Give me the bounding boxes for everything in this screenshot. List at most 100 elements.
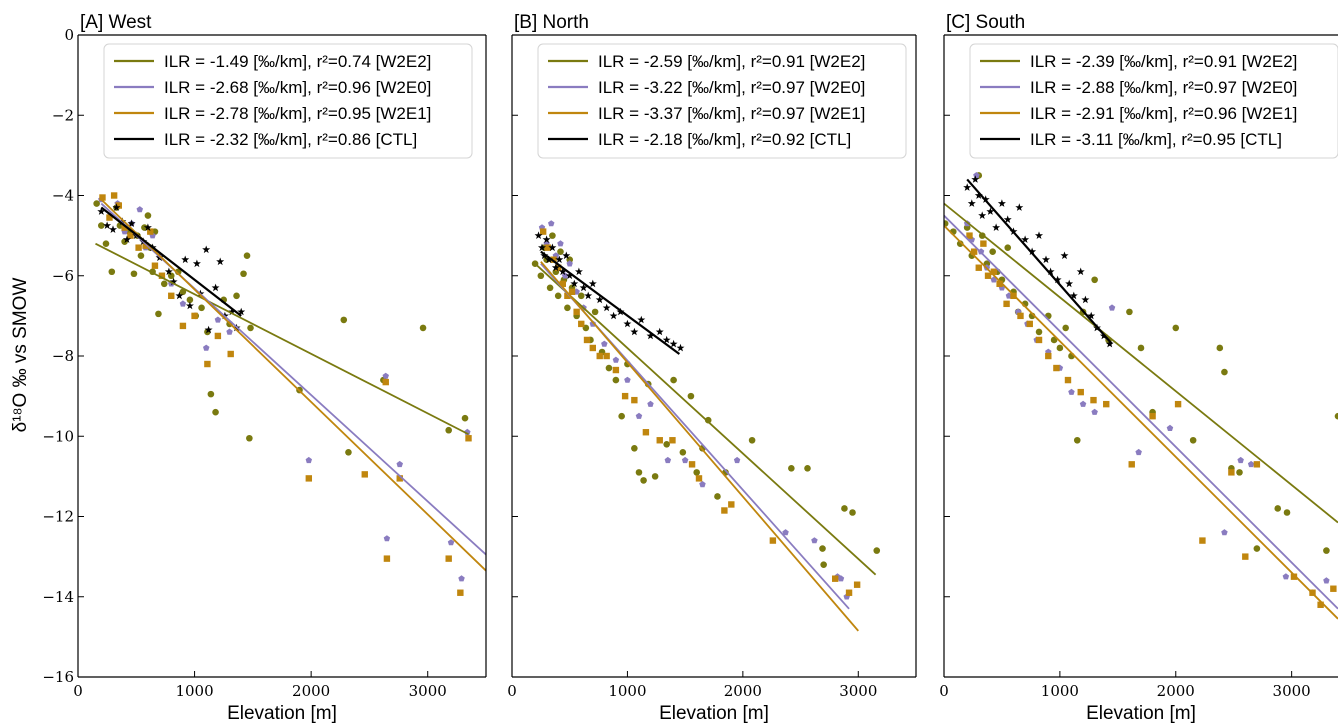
data-point-w2e1 (603, 352, 610, 360)
panel-west: [A] West 0 1000 2000 3000 0 −2 −4 −6 −8 −10 −12 −14 −… (42, 12, 487, 724)
panel-title: [C] South (946, 12, 1025, 33)
data-point-w2e1 (1228, 469, 1235, 476)
legend: ILR = -2.59 [‰/km], r²=0.91 [W2E2] ILR = … (537, 43, 907, 159)
data-point-w2e2 (618, 412, 625, 420)
data-point-w2e1 (383, 555, 391, 562)
panel-south: [C] South 0 1000 2000 3000 Elevation [m] ILR =… (939, 12, 1338, 724)
data-point-w2e1 (564, 292, 571, 300)
data-point-ctl (997, 199, 1006, 207)
data-point-w2e2 (554, 292, 562, 300)
data-point-w2e1 (769, 537, 777, 544)
data-point-w2e1 (110, 192, 118, 199)
data-point-w2e1 (457, 589, 464, 596)
data-point-w2e2 (1189, 436, 1197, 444)
data-point-w2e2 (1274, 505, 1282, 512)
data-point-w2e1 (135, 244, 142, 251)
data-point-w2e1 (396, 475, 403, 482)
data-point-w2e2 (167, 272, 175, 280)
data-point-w2e1 (1128, 461, 1135, 468)
data-point-ctl (1015, 203, 1024, 211)
fit-line-w2e2 (95, 242, 469, 436)
data-point-ctl (584, 291, 593, 300)
data-point-w2e1 (975, 264, 982, 271)
data-point-w2e2 (1236, 469, 1243, 476)
y-tick-label: −4 (52, 187, 74, 205)
data-point-ctl (655, 327, 664, 336)
legend-entry: ILR = -2.78 [‰/km], r²=0.95 [W2E1] (164, 104, 431, 123)
data-point-ctl (967, 199, 976, 207)
data-point-w2e1 (721, 507, 728, 514)
x-axis-label: Elevation [m] (659, 703, 769, 724)
legend: ILR = -1.49 [‰/km], r²=0.74 [W2E2] ILR = … (103, 43, 473, 159)
data-point-w2e0 (1221, 529, 1228, 536)
data-point-w2e1 (382, 378, 389, 386)
data-point-ctl (971, 175, 980, 183)
data-point-w2e2 (419, 324, 427, 332)
data-point-w2e0 (681, 456, 689, 464)
data-point-ctl (175, 291, 184, 300)
data-point-w2e0 (811, 537, 818, 544)
data-point-ctl (1076, 267, 1085, 276)
x-tick-label: 0 (939, 682, 949, 700)
data-point-w2e1 (1053, 364, 1060, 372)
data-point-ctl (595, 295, 604, 304)
panel-north: [B] North 0 1000 2000 3000 Elevation [m] ILR =… (507, 12, 917, 724)
data-point-w2e2 (1253, 545, 1261, 552)
data-point-w2e0 (561, 272, 569, 279)
data-point-w2e1 (179, 322, 187, 330)
data-point-w2e1 (115, 202, 122, 209)
data-point-w2e0 (1068, 388, 1075, 395)
data-point-ctl (637, 315, 646, 324)
data-point-w2e0 (1237, 456, 1244, 464)
data-point-ctl (227, 307, 236, 316)
data-point-w2e1 (121, 224, 128, 231)
data-point-w2e1 (147, 228, 154, 235)
data-point-ctl (978, 211, 987, 219)
data-point-w2e2 (577, 292, 585, 300)
data-point-w2e1 (214, 332, 222, 340)
data-point-ctl (588, 279, 597, 288)
data-point-ctl (1060, 251, 1069, 260)
data-point-w2e1 (1199, 537, 1206, 544)
data-point-w2e2 (989, 248, 996, 255)
data-point-w2e2 (564, 304, 571, 312)
data-point-w2e0 (557, 240, 564, 247)
legend-box (969, 43, 1338, 159)
data-point-w2e1 (1035, 336, 1043, 344)
fit-line-w2e2 (534, 263, 877, 576)
x-axis-label: Elevation [m] (1086, 703, 1196, 724)
data-point-ctl (974, 191, 983, 199)
y-tick-label: −2 (52, 106, 74, 124)
legend-entry: ILR = -3.11 [‰/km], r²=0.95 [CTL] (1030, 130, 1282, 149)
data-point-w2e1 (1330, 585, 1337, 592)
fit-line-w2e0 (944, 214, 1338, 610)
data-point-w2e1 (227, 350, 234, 358)
data-point-ctl (565, 271, 574, 280)
data-point-w2e2 (243, 252, 251, 259)
data-point-w2e2 (212, 408, 219, 416)
x-tick-label: 2000 (292, 682, 330, 700)
data-point-w2e1 (832, 575, 839, 582)
data-point-w2e0 (635, 412, 643, 419)
data-point-w2e2 (549, 232, 556, 239)
data-point-w2e1 (996, 280, 1003, 287)
data-point-w2e0 (1135, 448, 1142, 456)
data-point-ctl (1035, 231, 1043, 239)
data-point-w2e2 (1283, 509, 1291, 516)
plot-area (531, 220, 881, 632)
x-tick-label: 3000 (409, 682, 447, 700)
data-point-ctl (602, 303, 611, 312)
data-point-w2e0 (203, 344, 210, 351)
data-point-ctl (192, 259, 201, 268)
data-point-w2e0 (837, 575, 845, 582)
data-point-ctl (143, 223, 152, 231)
data-point-w2e1 (583, 336, 591, 344)
data-point-w2e2 (819, 545, 826, 552)
panel-title: [A] West (80, 12, 152, 33)
legend-entry: ILR = -3.37 [‰/km], r²=0.97 [W2E1] (598, 104, 865, 123)
data-point-ctl (542, 235, 551, 243)
data-point-ctl (1081, 295, 1090, 304)
y-tick-label: −14 (42, 588, 74, 606)
data-point-ctl (109, 225, 117, 233)
